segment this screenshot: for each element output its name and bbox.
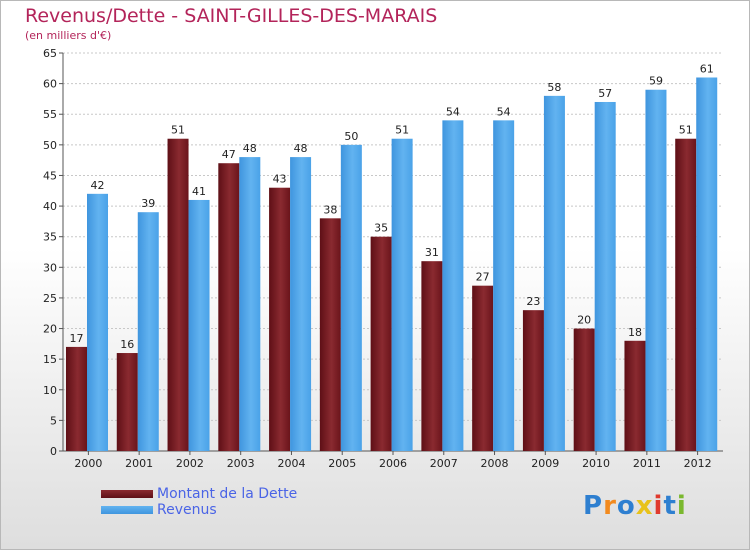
data-label-dette: 23: [526, 295, 540, 308]
bar-dette: [370, 236, 392, 451]
data-label-dette: 51: [679, 124, 693, 137]
bar-revenus: [442, 120, 464, 451]
x-tick-label: 2008: [481, 457, 509, 470]
data-label-revenus: 48: [243, 142, 257, 155]
bar-dette: [421, 261, 443, 451]
y-tick-label: 10: [43, 384, 57, 397]
x-tick-label: 2007: [430, 457, 458, 470]
y-tick-label: 55: [43, 108, 57, 121]
y-tick-label: 25: [43, 292, 57, 305]
data-label-dette: 17: [70, 332, 84, 345]
proxiti-logo: Proxiti: [583, 491, 687, 521]
x-tick-label: 2012: [684, 457, 712, 470]
x-tick-label: 2001: [125, 457, 153, 470]
y-tick-label: 15: [43, 353, 57, 366]
bar-dette: [66, 346, 87, 451]
data-label-revenus: 50: [344, 130, 358, 143]
data-label-dette: 51: [171, 124, 185, 137]
logo-letter: i: [676, 491, 687, 521]
data-label-dette: 18: [628, 326, 642, 339]
y-tick-label: 60: [43, 78, 57, 91]
chart-subtitle: (en milliers d'€): [25, 29, 112, 42]
data-label-dette: 35: [374, 222, 388, 235]
x-tick-label: 2011: [633, 457, 661, 470]
bar-dette: [269, 187, 291, 451]
bar-revenus: [696, 77, 718, 451]
bar-revenus: [290, 157, 312, 452]
data-label-revenus: 48: [294, 142, 308, 155]
bar-dette: [675, 138, 697, 451]
data-label-dette: 27: [476, 271, 490, 284]
bar-chart: 0 5 10 15 20 25 30 35 40 45 50 55 60 65 17 42 2000 16 39 20…: [43, 47, 723, 470]
bar-revenus: [239, 157, 261, 452]
bar-revenus: [87, 193, 108, 452]
y-tick-label: 50: [43, 139, 57, 152]
data-label-dette: 38: [323, 203, 337, 216]
data-label-dette: 47: [222, 148, 236, 161]
data-label-revenus: 54: [446, 105, 460, 118]
logo-letter: i: [653, 491, 664, 521]
x-tick-label: 2010: [582, 457, 610, 470]
legend-label-dette: Montant de la Dette: [157, 486, 298, 502]
logo-letter: o: [616, 491, 636, 521]
y-tick-label: 65: [43, 47, 57, 60]
data-label-revenus: 59: [649, 75, 663, 88]
bar-dette: [218, 163, 240, 451]
data-label-dette: 31: [425, 246, 439, 259]
legend-item-revenus: Revenus: [101, 502, 297, 518]
bar-revenus: [543, 95, 565, 451]
bar-revenus: [391, 138, 413, 451]
x-tick-label: 2005: [328, 457, 356, 470]
x-tick-label: 2004: [277, 457, 305, 470]
bar-dette: [472, 285, 494, 451]
y-tick-label: 0: [50, 445, 57, 458]
bar-dette: [573, 328, 595, 451]
x-tick-label: 2000: [74, 457, 102, 470]
y-tick-label: 35: [43, 231, 57, 244]
chart-title: Revenus/Dette - SAINT-GILLES-DES-MARAIS: [25, 5, 438, 27]
bar-dette: [624, 340, 646, 451]
legend-swatch-dette: [101, 490, 153, 498]
y-tick-label: 40: [43, 200, 57, 213]
legend-label-revenus: Revenus: [157, 502, 217, 518]
y-tick-label: 45: [43, 169, 57, 182]
logo-letter: x: [635, 491, 654, 521]
data-label-revenus: 41: [192, 185, 206, 198]
bar-revenus: [137, 212, 159, 451]
x-tick-label: 2002: [176, 457, 204, 470]
logo-letter: t: [663, 491, 677, 521]
bar-revenus: [645, 89, 667, 451]
data-label-revenus: 39: [141, 197, 155, 210]
bar-dette: [167, 138, 189, 451]
y-tick-label: 20: [43, 323, 57, 336]
data-label-revenus: 51: [395, 124, 409, 137]
data-label-revenus: 54: [497, 105, 511, 118]
bar-revenus: [493, 120, 515, 451]
bar-revenus: [188, 199, 210, 451]
y-tick-label: 30: [43, 261, 57, 274]
bar-dette: [319, 218, 341, 451]
data-label-revenus: 42: [91, 179, 105, 192]
bar-revenus: [340, 144, 362, 451]
x-tick-label: 2009: [531, 457, 559, 470]
bar-dette: [522, 310, 544, 451]
x-tick-label: 2006: [379, 457, 407, 470]
logo-letter: P: [583, 491, 604, 521]
chart-legend: Montant de la Dette Revenus: [101, 486, 297, 518]
data-label-revenus: 58: [547, 81, 561, 94]
data-label-revenus: 57: [598, 87, 612, 100]
logo-letter: r: [603, 491, 617, 521]
data-label-dette: 16: [120, 338, 134, 351]
x-tick-label: 2003: [227, 457, 255, 470]
bar-revenus: [594, 101, 616, 451]
data-label-revenus: 61: [700, 62, 714, 75]
legend-item-dette: Montant de la Dette: [101, 486, 297, 502]
bar-dette: [116, 353, 138, 451]
y-tick-label: 5: [50, 414, 57, 427]
data-label-dette: 20: [577, 314, 591, 327]
data-label-dette: 43: [273, 173, 287, 186]
legend-swatch-revenus: [101, 506, 153, 514]
